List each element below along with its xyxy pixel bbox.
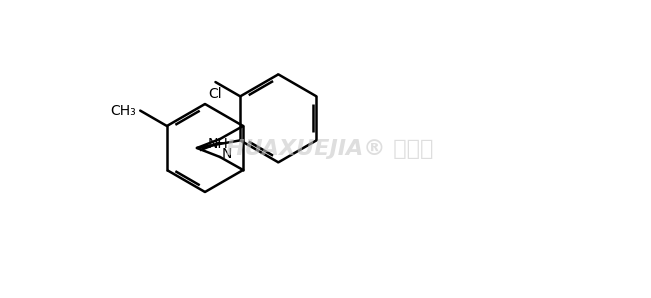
Text: CH₃: CH₃ bbox=[111, 104, 136, 118]
Text: Cl: Cl bbox=[209, 87, 222, 101]
Text: HUAXUEJIA® 化学加: HUAXUEJIA® 化学加 bbox=[227, 139, 434, 159]
Text: NH: NH bbox=[208, 137, 229, 151]
Text: N: N bbox=[222, 147, 232, 161]
